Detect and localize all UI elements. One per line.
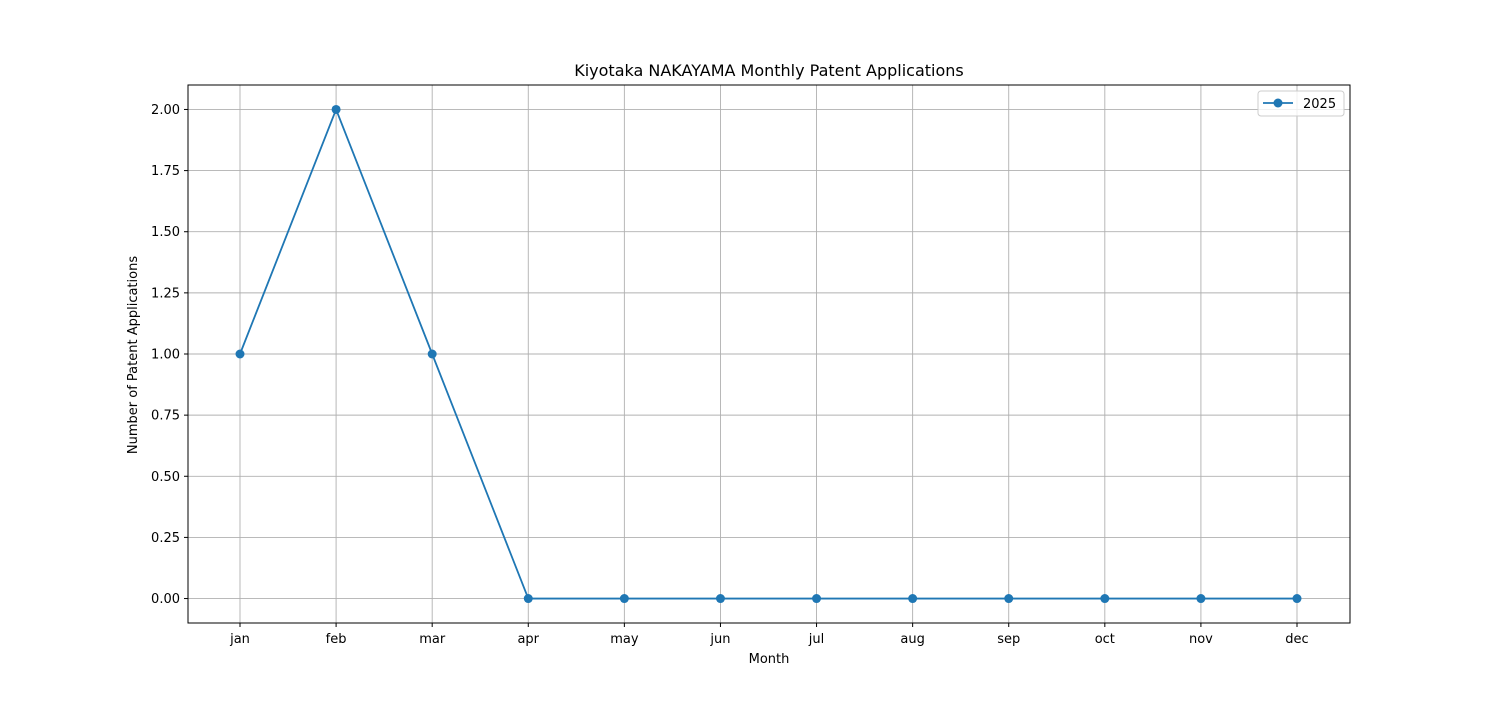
x-tick-label: dec xyxy=(1285,632,1308,647)
x-tick-label: may xyxy=(610,632,639,647)
data-point xyxy=(524,594,533,603)
y-axis-ticks: 0.00 0.25 0.50 0.75 1.00 1.25 1.50 1.75 2.00 xyxy=(151,103,188,607)
x-tick-label: oct xyxy=(1095,632,1115,647)
data-point xyxy=(236,350,245,359)
legend-marker xyxy=(1274,99,1283,108)
x-tick-label: apr xyxy=(517,632,539,647)
data-point xyxy=(1100,594,1109,603)
x-tick-label: feb xyxy=(326,632,347,647)
x-tick-label: jan xyxy=(229,632,250,647)
y-tick-label: 2.00 xyxy=(151,103,180,118)
data-point xyxy=(1293,594,1302,603)
x-axis-title: Month xyxy=(749,652,790,667)
y-tick-label: 1.25 xyxy=(151,286,180,301)
x-tick-label: aug xyxy=(900,632,924,647)
x-tick-label: jul xyxy=(808,632,824,647)
y-tick-label: 1.75 xyxy=(151,164,180,179)
y-tick-label: 1.50 xyxy=(151,225,180,240)
x-tick-label: sep xyxy=(997,632,1020,647)
y-tick-label: 0.25 xyxy=(151,531,180,546)
x-tick-label: jun xyxy=(709,632,730,647)
y-axis-title: Number of Patent Applications xyxy=(126,256,141,454)
data-point xyxy=(1004,594,1013,603)
y-tick-label: 1.00 xyxy=(151,348,180,363)
y-tick-label: 0.50 xyxy=(151,470,180,485)
chart-title: Kiyotaka NAKAYAMA Monthly Patent Applica… xyxy=(574,61,964,80)
data-point xyxy=(908,594,917,603)
x-tick-label: nov xyxy=(1189,632,1213,647)
data-point xyxy=(812,594,821,603)
y-tick-label: 0.00 xyxy=(151,592,180,607)
data-point xyxy=(1196,594,1205,603)
legend-label: 2025 xyxy=(1303,97,1336,112)
data-point xyxy=(716,594,725,603)
legend: 2025 xyxy=(1258,91,1344,116)
data-point xyxy=(428,350,437,359)
data-point xyxy=(332,105,341,114)
x-tick-label: mar xyxy=(419,632,446,647)
y-tick-label: 0.75 xyxy=(151,409,180,424)
x-axis-ticks: jan feb mar apr may jun jul aug sep oct nov dec xyxy=(229,623,1309,647)
data-point xyxy=(620,594,629,603)
